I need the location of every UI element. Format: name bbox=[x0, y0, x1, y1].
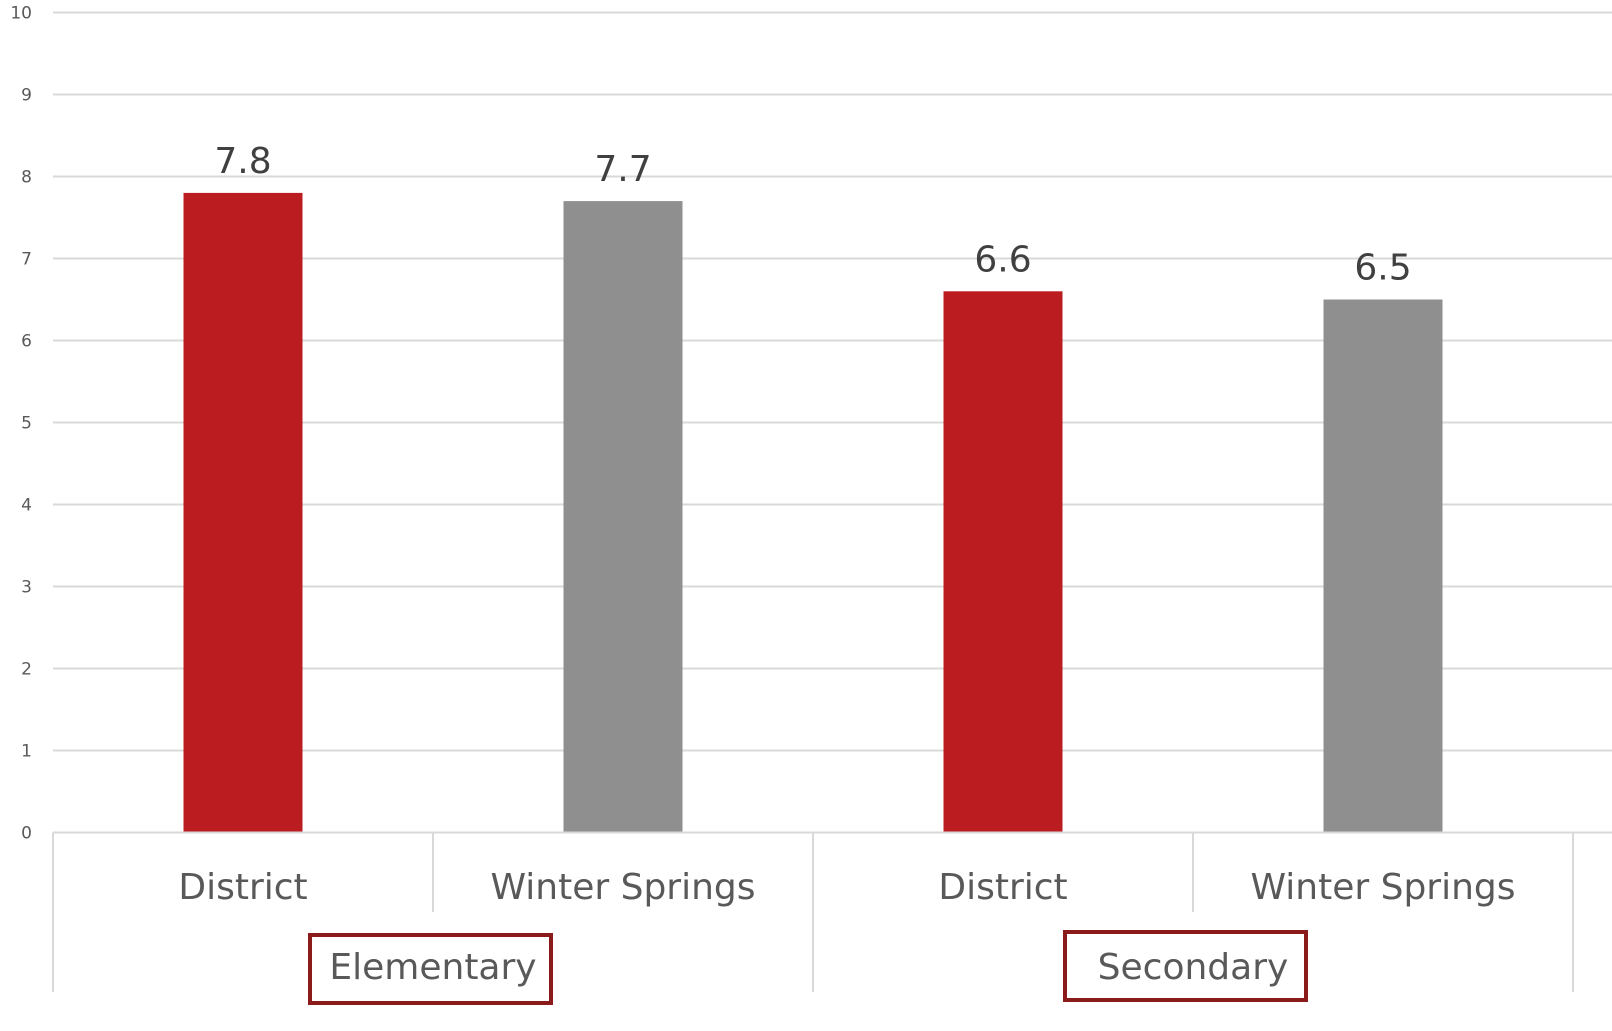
y-tick-label-9: 9 bbox=[21, 86, 32, 106]
y-tick-label-0: 0 bbox=[21, 824, 32, 844]
bar-4 bbox=[1323, 299, 1443, 833]
y-tick-label-1: 1 bbox=[21, 742, 32, 762]
group-label-2: Secondary bbox=[1098, 947, 1289, 988]
y-tick-label-3: 3 bbox=[21, 578, 32, 598]
data-label-3: 6.6 bbox=[974, 239, 1031, 280]
x-category-label-4: Winter Springs bbox=[1250, 867, 1515, 908]
data-label-2: 7.7 bbox=[594, 149, 651, 190]
bars bbox=[183, 192, 1443, 833]
data-label-1: 7.8 bbox=[214, 141, 271, 182]
y-tick-label-5: 5 bbox=[21, 414, 32, 434]
x-category-label-1: District bbox=[178, 867, 307, 908]
bar-1 bbox=[183, 192, 303, 833]
bar-2 bbox=[563, 201, 683, 833]
group-label-box-2 bbox=[1063, 930, 1308, 1002]
x-category-label-3: District bbox=[938, 867, 1067, 908]
y-tick-label-6: 6 bbox=[21, 332, 32, 352]
y-tick-label-4: 4 bbox=[21, 496, 32, 516]
data-labels: 7.8 7.7 6.6 6.5 bbox=[214, 141, 1411, 289]
x-axis: District Winter Springs District Winter Spr… bbox=[52, 831, 1612, 992]
data-label-4: 6.5 bbox=[1354, 248, 1411, 289]
group-labels: Elementary Secondary bbox=[308, 930, 1308, 1005]
y-tick-label-7: 7 bbox=[21, 250, 32, 270]
gridlines bbox=[53, 11, 1612, 752]
y-tick-label-8: 8 bbox=[21, 168, 32, 188]
group-label-box-1 bbox=[308, 933, 553, 1005]
y-axis-ticks: 0 1 2 3 4 5 6 7 8 9 10 bbox=[10, 4, 32, 844]
x-category-label-2: Winter Springs bbox=[490, 867, 755, 908]
bar-3 bbox=[943, 291, 1063, 833]
y-tick-label-10: 10 bbox=[10, 4, 32, 24]
group-label-1: Elementary bbox=[329, 947, 536, 988]
y-tick-label-2: 2 bbox=[21, 660, 32, 680]
